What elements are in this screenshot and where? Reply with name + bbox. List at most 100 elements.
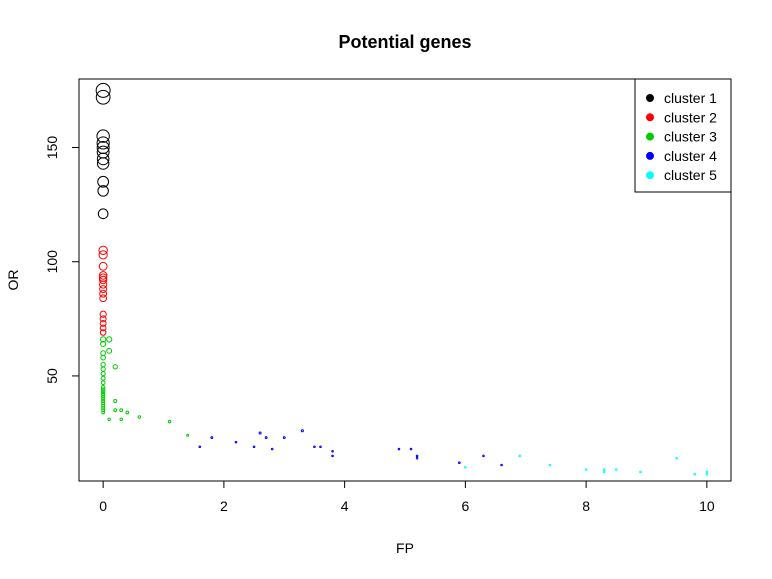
cluster-1-point bbox=[96, 152, 110, 166]
cluster-2-point bbox=[99, 319, 107, 327]
cluster-4-point bbox=[234, 440, 238, 444]
cluster-3-point bbox=[101, 394, 106, 399]
cluster-3-point bbox=[119, 408, 124, 413]
legend-label: cluster 4 bbox=[664, 148, 717, 164]
cluster-3-point bbox=[101, 405, 106, 410]
legend-marker bbox=[646, 113, 654, 122]
cluster-2-point bbox=[98, 250, 108, 260]
legend-marker bbox=[646, 132, 654, 141]
cluster-3-point bbox=[101, 401, 106, 406]
cluster-3-point bbox=[106, 347, 113, 354]
cluster-4-point bbox=[270, 447, 274, 451]
cluster-3-point bbox=[125, 410, 130, 415]
cluster-4-point bbox=[409, 447, 413, 451]
cluster-1-point bbox=[97, 208, 109, 220]
cluster-5-point bbox=[464, 465, 467, 469]
cluster-5-point bbox=[705, 470, 709, 474]
cluster-1-point bbox=[95, 89, 111, 105]
chart-title: Potential genes bbox=[338, 32, 471, 52]
cluster-5-point bbox=[602, 470, 606, 474]
cluster-4-point bbox=[397, 447, 401, 451]
x-tick-label: 6 bbox=[461, 498, 469, 514]
cluster-3-point bbox=[107, 417, 111, 422]
cluster-3-point bbox=[113, 408, 118, 413]
cluster-3-point bbox=[100, 350, 107, 356]
cluster-4-point bbox=[252, 445, 256, 449]
legend-label: cluster 3 bbox=[664, 129, 717, 145]
y-tick-label: 150 bbox=[44, 136, 60, 160]
cluster-3-point bbox=[119, 417, 123, 422]
cluster-2-point bbox=[98, 245, 108, 256]
cluster-3-point bbox=[100, 336, 107, 343]
cluster-3-point bbox=[100, 392, 106, 397]
legend-marker bbox=[646, 151, 654, 160]
x-tick-label: 8 bbox=[582, 498, 590, 514]
cluster-5-point bbox=[614, 468, 618, 471]
cluster-2-point bbox=[98, 275, 108, 285]
cluster-3-point bbox=[101, 396, 106, 401]
cluster-5-point bbox=[518, 454, 522, 458]
cluster-4-point bbox=[198, 445, 202, 449]
cluster-1-point bbox=[97, 185, 109, 197]
cluster-3-point bbox=[186, 433, 190, 437]
cluster-3-point bbox=[112, 364, 118, 370]
cluster-2-point bbox=[99, 285, 108, 294]
cluster-2-point bbox=[99, 310, 107, 318]
cluster-2-point bbox=[99, 329, 107, 336]
cluster-2-point bbox=[99, 294, 108, 303]
cluster-4-point bbox=[415, 454, 419, 458]
cluster-4-point bbox=[331, 454, 334, 458]
cluster-5-point bbox=[675, 456, 678, 460]
legend: cluster 1 cluster 2 cluster 3 cluster 4 clus… bbox=[634, 78, 732, 193]
x-axis: 0 2 4 6 8 10 bbox=[99, 480, 715, 514]
cluster-3-point bbox=[100, 380, 106, 386]
cluster-4-point bbox=[319, 445, 322, 449]
cluster-4-point bbox=[210, 436, 214, 440]
cluster-4-point bbox=[264, 436, 268, 440]
cluster-4-point bbox=[482, 454, 485, 458]
cluster-5-point bbox=[548, 463, 552, 467]
cluster-3-point bbox=[137, 415, 142, 419]
x-tick-label: 2 bbox=[220, 498, 228, 514]
cluster-3-point bbox=[167, 419, 172, 424]
cluster-4-point bbox=[331, 450, 334, 453]
cluster-5-point bbox=[639, 470, 642, 474]
cluster-5-point bbox=[693, 472, 697, 476]
cluster-5-point bbox=[584, 468, 588, 471]
x-tick-label: 4 bbox=[341, 498, 349, 514]
cluster-3-point bbox=[101, 410, 106, 415]
x-tick-label: 10 bbox=[699, 498, 715, 514]
cluster-4-point bbox=[458, 461, 461, 465]
cluster-3-point bbox=[101, 403, 106, 408]
cluster-1-point bbox=[96, 157, 110, 170]
cluster-4-point bbox=[500, 463, 503, 467]
cluster-2-point bbox=[99, 315, 107, 323]
cluster-1-point bbox=[96, 136, 110, 150]
cluster-4-point bbox=[258, 431, 262, 435]
cluster-1-point bbox=[95, 82, 111, 98]
cluster-3-point bbox=[106, 336, 113, 343]
cluster-2-point bbox=[98, 261, 108, 271]
cluster-4-point bbox=[300, 429, 304, 433]
cluster-5-point bbox=[602, 468, 606, 471]
y-tick-label: 50 bbox=[44, 368, 60, 384]
cluster-3-point bbox=[100, 361, 106, 368]
legend-label: cluster 5 bbox=[664, 167, 717, 183]
data-points bbox=[95, 82, 709, 476]
cluster-3-point bbox=[100, 389, 106, 395]
cluster-3-point bbox=[100, 375, 106, 381]
cluster-3-point bbox=[100, 354, 106, 361]
y-axis: 50 100 150 bbox=[44, 136, 80, 384]
cluster-3-point bbox=[100, 387, 106, 392]
cluster-2-point bbox=[99, 324, 107, 332]
cluster-3-point bbox=[113, 398, 118, 404]
cluster-1-point bbox=[97, 175, 110, 188]
cluster-4-point bbox=[282, 436, 286, 440]
cluster-3-point bbox=[100, 371, 106, 377]
cluster-1-point bbox=[96, 129, 110, 143]
cluster-3-point bbox=[100, 385, 106, 390]
x-axis-label: FP bbox=[396, 540, 414, 556]
cluster-4-point bbox=[313, 445, 316, 449]
cluster-3-point bbox=[101, 398, 106, 404]
